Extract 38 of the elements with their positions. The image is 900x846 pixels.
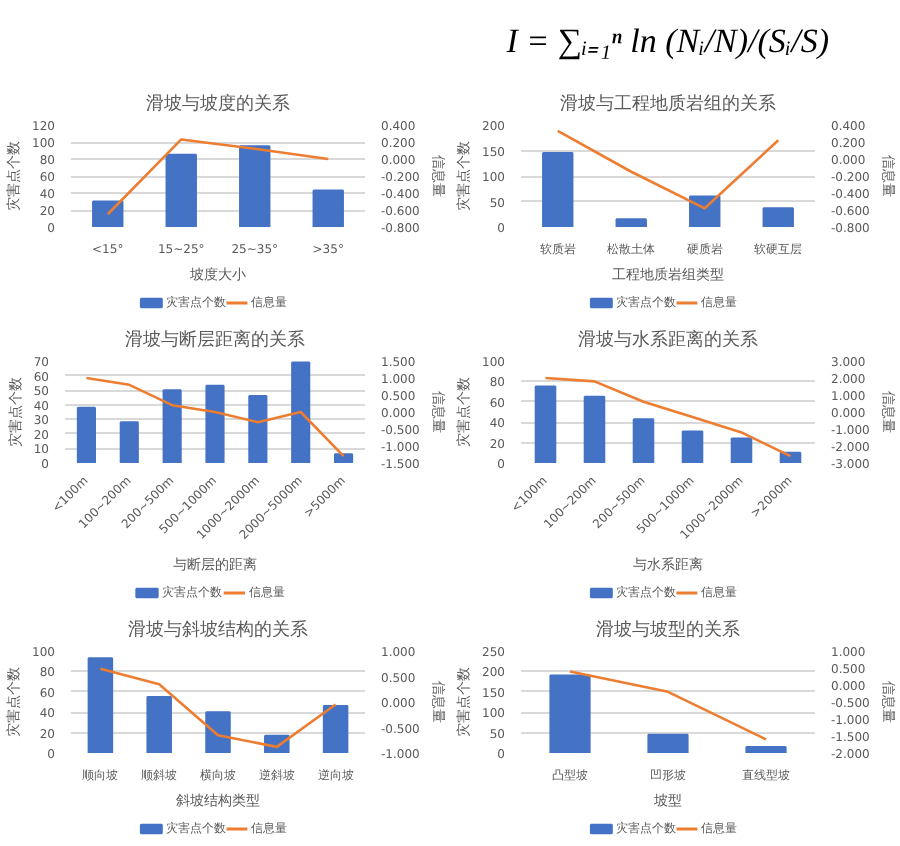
- chart-title: 滑坡与斜坡结构的关系: [128, 619, 308, 641]
- chart-title: 滑坡与断层距离的关系: [125, 329, 305, 351]
- bar: [322, 705, 349, 753]
- text: I = ∑ᵢ₌₁ⁿ ln (Nᵢ/N)/(Sᵢ/S): [504, 22, 830, 60]
- bar: [745, 745, 787, 753]
- bar: [119, 421, 139, 463]
- line-series: [106, 138, 330, 216]
- bar: [205, 384, 225, 463]
- line-series: [99, 667, 337, 749]
- bar: [165, 153, 197, 227]
- bar: [583, 395, 606, 463]
- bar: [146, 695, 172, 753]
- bar: [92, 200, 124, 227]
- chart-title: 滑坡与坡度的关系: [146, 93, 290, 115]
- bar: [549, 674, 591, 753]
- line-series: [85, 376, 345, 458]
- chart-title: 滑坡与工程地质岩组的关系: [560, 93, 776, 115]
- bar: [162, 389, 182, 463]
- bar: [534, 385, 557, 463]
- bar: [632, 418, 655, 463]
- bar: [334, 453, 354, 463]
- bar: [248, 394, 268, 463]
- bar: [542, 152, 574, 227]
- chart-title: 滑坡与水系距离的关系: [578, 329, 758, 351]
- bar: [76, 406, 96, 463]
- bar: [647, 733, 689, 753]
- line-series: [556, 129, 780, 210]
- bar: [681, 430, 704, 463]
- bar: [205, 711, 231, 753]
- bar: [730, 437, 753, 463]
- bar: [615, 218, 647, 227]
- chart-title: 滑坡与坡型的关系: [596, 619, 740, 641]
- bar: [239, 145, 271, 227]
- bar: [762, 207, 794, 227]
- bar: [87, 657, 114, 753]
- bar: [312, 189, 344, 227]
- bar: [291, 361, 311, 463]
- line-series: [544, 376, 792, 458]
